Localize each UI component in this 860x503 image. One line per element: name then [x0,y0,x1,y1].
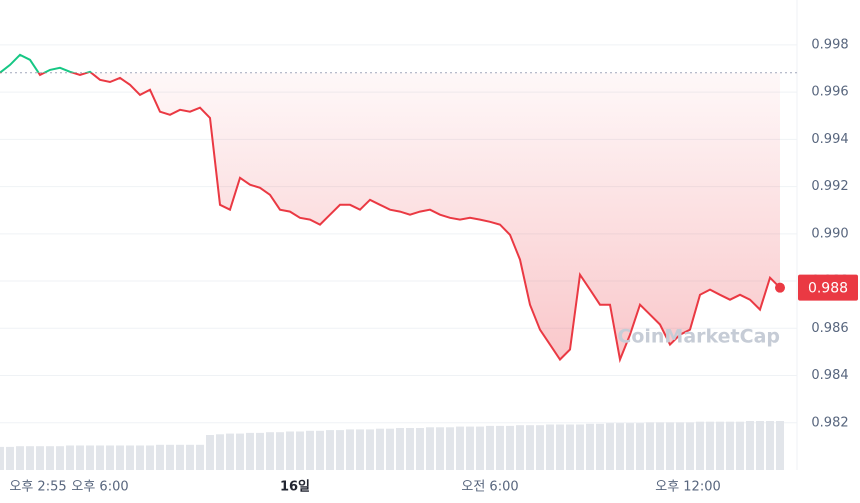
volume-bar [576,424,584,470]
volume-bar [616,423,624,470]
volume-bar [306,430,314,470]
volume-bar [606,423,614,470]
y-tick-label: 0.984 [811,368,848,383]
volume-bar [356,429,364,470]
volume-bar [656,422,664,470]
volume-bar [376,428,384,470]
price-label-box [798,274,858,301]
volume-bar [226,433,234,470]
watermark: CoinMarketCap [617,326,780,348]
x-tick-label: 오후 6:00 [71,480,128,495]
volume-bar [266,432,274,470]
volume-bar [336,430,344,470]
y-tick-label: 0.996 [811,85,848,100]
area-fill [38,72,780,360]
volume-bar [206,435,214,470]
volume-bar [646,422,654,470]
volume-bar [316,430,324,470]
volume-bar [506,425,514,470]
volume-bar [16,446,24,470]
volume-bar [116,445,124,470]
volume-bar [0,446,4,470]
volume-bar [76,445,84,470]
volume-bar [176,444,184,470]
volume-bar [106,445,114,470]
price-label: 0.988 [808,281,848,297]
volume-bar [256,432,264,470]
volume-bar [466,426,474,470]
volume-bar [476,426,484,470]
volume-bar [596,423,604,470]
y-tick-label: 0.994 [811,132,848,147]
volume-bar [726,421,734,470]
volume-bar [36,446,44,470]
volume-bar [156,444,164,470]
volume-bar [716,421,724,470]
y-tick-label: 0.990 [811,226,848,241]
volume-bar [46,446,54,470]
volume-bar [776,421,784,470]
volume-bar [426,427,434,470]
volume-bar [236,433,244,470]
volume-bar [66,445,74,470]
volume-bar [276,432,284,470]
volume-bar [456,426,464,470]
volume-bar [586,423,594,470]
volume-bar [546,424,554,470]
volume-bar [196,444,204,470]
volume-bar [446,427,454,470]
volume-bar [346,429,354,470]
volume-bar [696,421,704,470]
y-tick-label: 0.986 [811,321,848,336]
price-line-down [0,72,781,364]
volume-bar [26,446,34,470]
volume-bar [96,445,104,470]
volume-bar [636,423,644,470]
x-tick-label: 16일 [280,480,310,495]
x-tick-label: 오후 12:00 [655,480,721,495]
volume-bar [136,445,144,470]
volume-bar [126,445,134,470]
volume-bar [186,444,194,470]
x-tick-label: 오전 6:00 [461,480,518,495]
volume-bar [216,434,224,470]
y-tick-label: 0.982 [811,415,848,430]
volume-bar [326,430,334,470]
volume-bar [666,422,674,470]
volume-bar [146,445,154,470]
volume-bar [686,422,694,470]
volume-bar [246,432,254,470]
y-tick-label: 0.998 [811,37,848,52]
volume-bar [676,422,684,470]
x-tick-label: 오후 2:55 [9,480,66,495]
volume-bar [746,421,754,470]
volume-bar [436,427,444,470]
volume-bar [286,431,294,470]
volume-bar [86,445,94,470]
volume-bar [416,428,424,470]
volume-bar [486,425,494,470]
volume-bar [536,425,544,470]
volume-bar [396,428,404,470]
volume-bar [296,431,304,470]
volume-bar [626,423,634,470]
volume-bar [516,425,524,470]
volume-bar [406,428,414,470]
volume-bar [6,446,14,470]
volume-bar [736,421,744,470]
volume-bar [756,421,764,470]
y-tick-label: 0.992 [811,179,848,194]
volume-bar [496,425,504,470]
volume-bar [766,421,774,470]
volume-bar [56,446,64,470]
volume-bar [706,421,714,470]
volume-bar [556,424,564,470]
last-point [775,282,785,293]
volume-bar [386,428,394,470]
volume-bar [566,424,574,470]
volume-bar [366,429,374,470]
volume-bar [166,444,174,470]
volume-bar [526,425,534,470]
